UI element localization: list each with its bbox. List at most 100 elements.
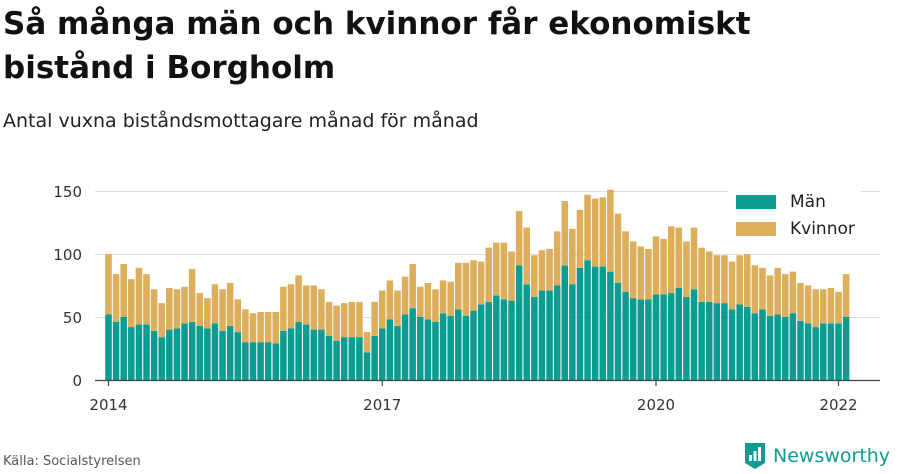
bar-men <box>204 328 211 380</box>
bar-women <box>386 280 394 320</box>
bar-men <box>439 313 447 380</box>
bar-women <box>523 227 530 285</box>
bar-men <box>835 323 842 380</box>
bar-men <box>432 322 439 380</box>
bar-women <box>599 197 607 267</box>
bar-women <box>424 282 432 320</box>
newsworthy-logo-icon <box>745 443 765 469</box>
bar-women <box>789 271 797 314</box>
bar-men <box>105 314 112 380</box>
bar-men <box>302 324 310 380</box>
bar-women <box>667 226 675 294</box>
bar-women <box>614 213 622 283</box>
bar-women <box>204 298 211 329</box>
bar-women <box>538 250 546 291</box>
bar-women <box>318 289 325 330</box>
bar-women <box>348 301 356 338</box>
bar-women <box>280 286 287 331</box>
bar-men <box>340 337 348 380</box>
bar-women <box>569 228 576 285</box>
bar-men <box>614 282 622 380</box>
bar-women <box>173 289 181 329</box>
x-tick-label: 2022 <box>819 396 857 414</box>
bar-men <box>728 309 736 380</box>
bar-men <box>782 317 789 380</box>
bar-men <box>264 342 272 380</box>
bar-men <box>690 289 698 380</box>
bar-women <box>637 246 645 300</box>
bar-men <box>531 296 538 380</box>
bar-women <box>325 301 333 336</box>
bar-men <box>812 327 819 380</box>
bar-women <box>561 201 569 266</box>
bar-women <box>705 251 713 302</box>
bar-women <box>774 267 781 315</box>
bar-men <box>698 301 705 380</box>
bar-men <box>759 309 766 380</box>
bar-men <box>561 265 569 380</box>
bar-men <box>409 308 416 380</box>
bar-men <box>591 266 599 380</box>
bar-women <box>105 254 112 315</box>
bar-men <box>485 301 492 380</box>
source-note: Källa: Socialstyrelsen <box>3 454 141 469</box>
bar-women <box>447 281 454 316</box>
bar-men <box>736 304 743 380</box>
bar-women <box>553 231 561 286</box>
bar-women <box>150 289 158 331</box>
legend-label-men: Män <box>790 191 826 212</box>
legend-label-women: Kvinnor <box>790 218 855 239</box>
bar-women <box>272 311 280 344</box>
bar-men <box>660 294 667 380</box>
bar-men <box>675 288 683 380</box>
bar-men <box>188 322 196 380</box>
bar-women <box>462 262 470 316</box>
bar-men <box>538 290 546 380</box>
bar-women <box>371 301 378 336</box>
bar-women <box>728 261 736 310</box>
bar-men <box>166 329 173 380</box>
bar-women <box>500 242 508 300</box>
bar-women <box>591 198 599 267</box>
bar-men <box>629 298 637 380</box>
bar-men <box>683 296 690 380</box>
bar-men <box>120 317 127 380</box>
brand[interactable]: Newsworthy <box>743 441 890 471</box>
bar-women <box>378 290 386 329</box>
bar-women <box>188 269 196 323</box>
bar-women <box>797 282 804 321</box>
bar-women <box>166 288 173 330</box>
bar-women <box>584 194 591 261</box>
legend-swatch-women <box>736 221 776 236</box>
bar-women <box>645 248 652 300</box>
bar-men <box>713 303 721 380</box>
bar-men <box>462 315 470 380</box>
bar-women <box>120 264 127 317</box>
bar-men <box>333 340 340 380</box>
y-tick-label: 150 <box>53 183 82 201</box>
bar-women <box>401 276 409 315</box>
bar-men <box>272 343 280 380</box>
bar-women <box>508 251 515 301</box>
bar-men <box>569 284 576 380</box>
bar-women <box>302 285 310 325</box>
bar-women <box>455 262 462 310</box>
bar-women <box>249 313 257 343</box>
bar-men <box>721 303 728 380</box>
bar-women <box>340 303 348 338</box>
bar-men <box>386 319 394 380</box>
bar-women <box>493 242 500 296</box>
bar-women <box>287 284 295 329</box>
bar-women <box>721 255 728 304</box>
bar-men <box>287 328 295 380</box>
bar-men <box>500 299 508 380</box>
y-tick-label: 0 <box>72 372 82 390</box>
bar-women <box>736 255 743 305</box>
y-tick-label: 50 <box>63 309 82 327</box>
bar-men <box>820 323 827 380</box>
bar-women <box>356 301 363 338</box>
bar-women <box>470 260 477 311</box>
bar-women <box>759 267 766 310</box>
x-tick-label: 2020 <box>637 396 675 414</box>
